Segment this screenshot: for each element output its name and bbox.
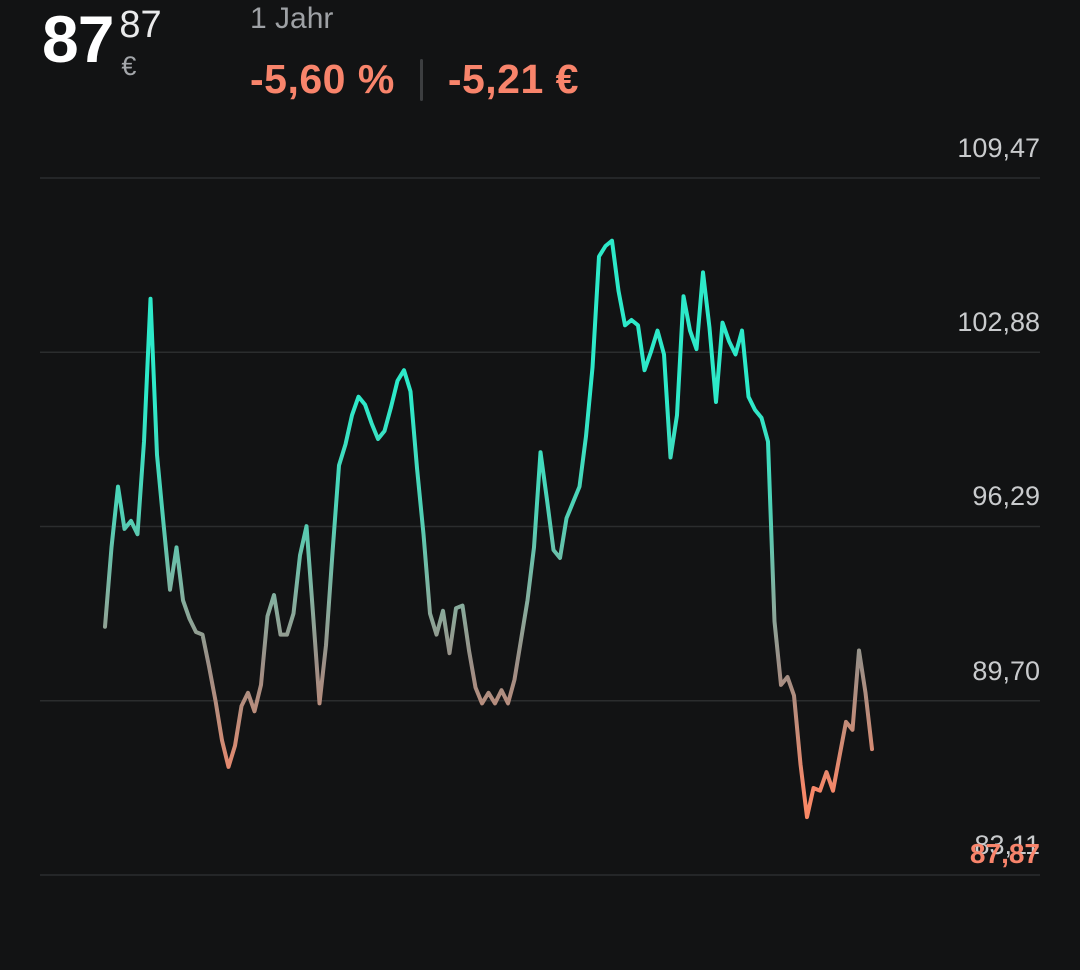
change-absolute: -5,21 € xyxy=(447,56,579,102)
y-axis-label: 102,88 xyxy=(957,307,1040,337)
change-divider xyxy=(419,58,423,101)
currency-symbol: € xyxy=(121,50,137,81)
change-row: -5,60 % -5,21 € xyxy=(250,56,579,103)
y-axis-label: 83,11 xyxy=(974,830,1040,860)
price-integer: 87 xyxy=(42,2,114,76)
y-axis-label: 89,70 xyxy=(972,656,1040,686)
header: 87 87 € 1 Jahr -5,60 % -5,21 € xyxy=(0,0,1080,130)
y-axis-label: 109,47 xyxy=(957,133,1040,163)
period-label: 1 Jahr xyxy=(250,2,334,35)
current-price-label: 87,87 xyxy=(969,838,1040,869)
current-price-display: 87 87 € xyxy=(42,2,162,82)
change-percent: -5,60 % xyxy=(250,56,395,102)
gridlines xyxy=(40,177,1040,876)
price-fraction: 87 xyxy=(119,4,162,46)
price-fraction-column: 87 € xyxy=(119,4,162,82)
price-line-series xyxy=(103,238,874,820)
y-axis-label: 96,29 xyxy=(972,481,1040,511)
chart-svg[interactable] xyxy=(0,130,1080,900)
